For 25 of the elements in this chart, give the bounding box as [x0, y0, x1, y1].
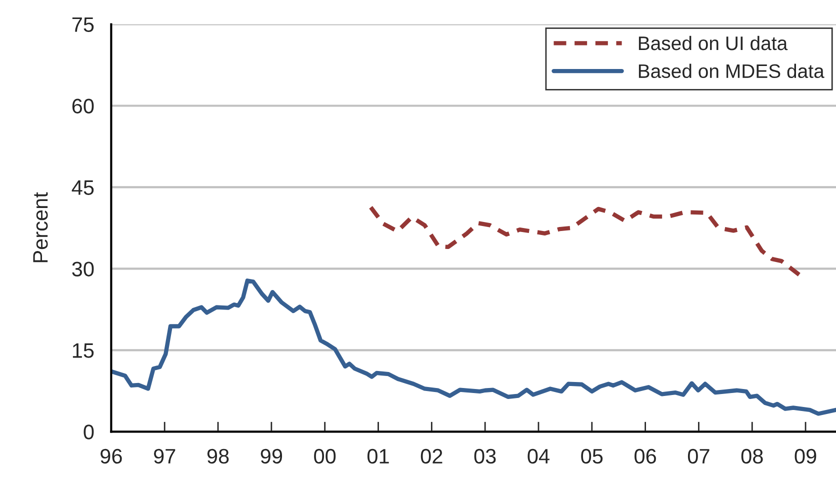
x-tick-label: 01 [367, 448, 389, 464]
y-tick-label: 75 [72, 17, 94, 32]
x-tick-label: 06 [634, 448, 656, 464]
legend-label: Based on MDES data [638, 64, 824, 78]
x-tick-label: 08 [741, 448, 763, 464]
y-tick-label: 30 [72, 262, 94, 276]
x-tick-label: 00 [314, 448, 336, 464]
x-tick-label: 98 [207, 448, 229, 464]
x-tick-label: 96 [100, 448, 122, 464]
y-tick-label: 15 [72, 343, 94, 358]
y-tick-label: 45 [72, 180, 94, 195]
x-tick-label: 04 [528, 448, 550, 464]
y-axis-title: Percent [33, 192, 48, 262]
line-series [368, 205, 802, 277]
y-tick-label: 60 [72, 98, 94, 114]
x-tick-label: 03 [474, 448, 496, 464]
x-tick-label: 99 [260, 448, 282, 464]
x-tick-label: 05 [581, 448, 603, 464]
line-series [111, 278, 836, 416]
x-tick-label: 09 [794, 448, 816, 464]
x-tick-label: 97 [154, 448, 176, 464]
y-tick-label: 0 [84, 424, 94, 440]
legend-label: Based on UI data [638, 36, 788, 50]
x-tick-label: 07 [688, 448, 710, 464]
x-tick-label: 02 [420, 448, 442, 464]
